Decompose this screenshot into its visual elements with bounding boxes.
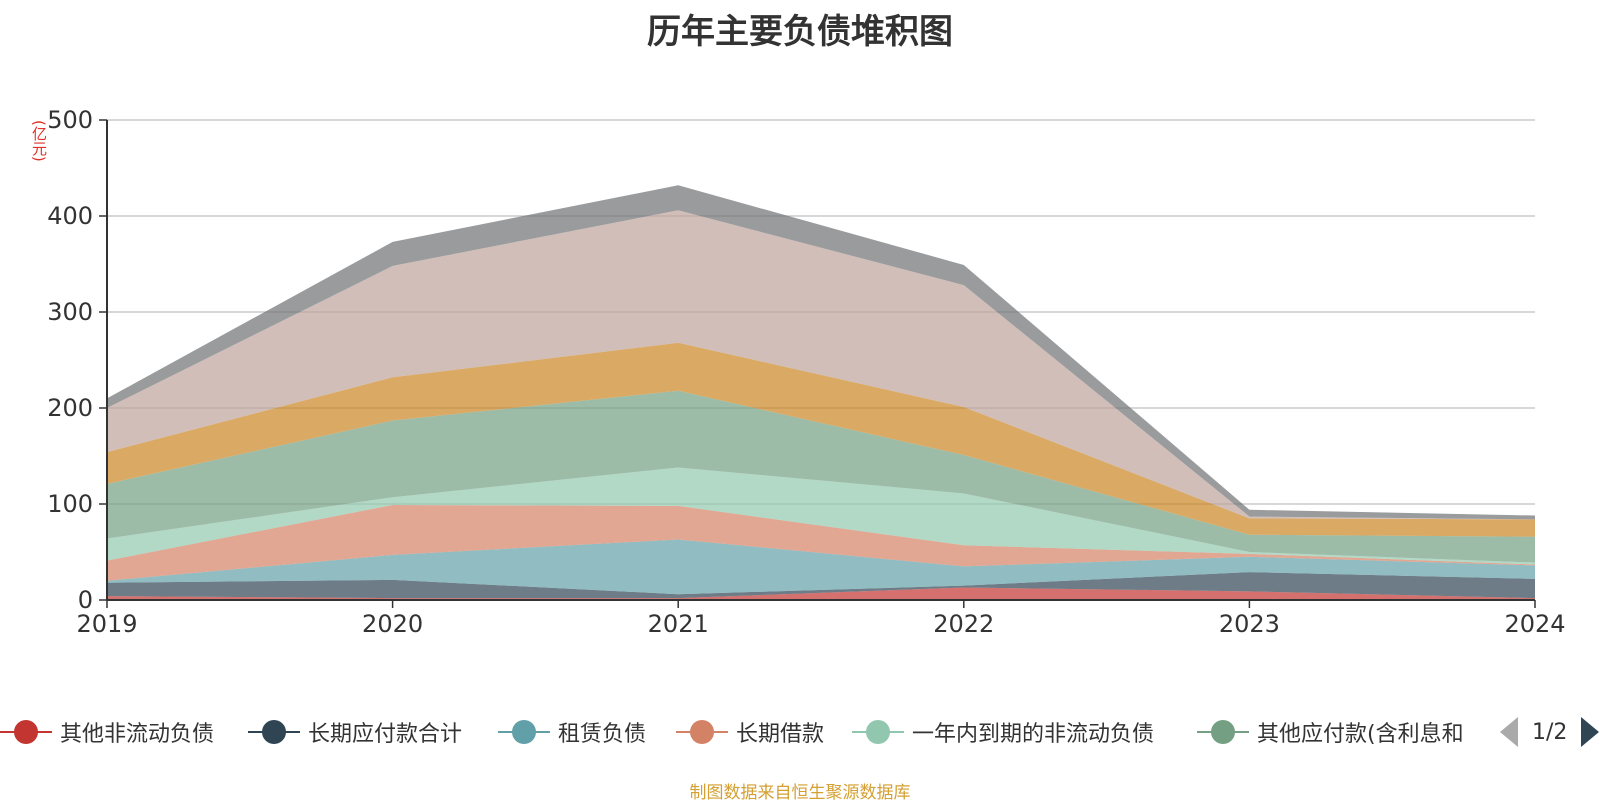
y-tick-label-3: 300	[47, 298, 93, 326]
area-series-3	[107, 504, 1535, 581]
legend-marker-icon	[248, 716, 300, 748]
legend-item-0[interactable]: 其他非流动负债	[0, 716, 214, 748]
y-tick-label-1: 100	[47, 490, 93, 518]
legend-marker-icon	[676, 716, 728, 748]
legend-label: 长期借款	[736, 722, 825, 747]
legend-marker-icon	[498, 716, 550, 748]
legend-item-2[interactable]: 租赁负债	[498, 716, 646, 748]
x-tick-label-3: 2022	[933, 610, 994, 638]
x-tick-label-0: 2019	[76, 610, 137, 638]
legend-page-indicator: 1/2	[1532, 719, 1568, 745]
area-series-2	[107, 539, 1535, 595]
area-series-4	[107, 467, 1535, 565]
legend-item-1[interactable]: 长期应付款合计	[248, 716, 462, 748]
source-note: 制图数据来自恒生聚源数据库	[689, 783, 911, 803]
x-tick-label-4: 2023	[1219, 610, 1280, 638]
legend-label: 一年内到期的非流动负债	[912, 722, 1155, 747]
area-series-5	[107, 390, 1535, 563]
legend-label: 长期应付款合计	[308, 722, 463, 747]
legend-label: 租赁负债	[558, 722, 647, 747]
legend-label: 其他非流动负债	[60, 722, 215, 747]
legend-prev-page-icon[interactable]	[1500, 717, 1518, 747]
y-tick-label-4: 400	[47, 202, 93, 230]
area-series-1	[107, 572, 1535, 599]
legend-marker-icon	[0, 716, 52, 748]
legend-next-page-icon[interactable]	[1581, 717, 1600, 747]
x-tick-label-2: 2021	[648, 610, 709, 638]
y-tick-label-0: 0	[78, 586, 93, 614]
area-series	[107, 185, 1535, 600]
legend-marker-icon	[1197, 716, 1249, 748]
legend-label: 其他应付款(含利息和	[1257, 722, 1464, 747]
legend-item-4[interactable]: 一年内到期的非流动负债	[852, 716, 1154, 748]
area-series-0	[107, 587, 1535, 600]
y-axis-unit: (亿元)	[30, 120, 48, 162]
legend-pager: 1/2	[1500, 716, 1600, 748]
area-series-6	[107, 342, 1535, 537]
x-tick-label-1: 2020	[362, 610, 423, 638]
chart-title: 历年主要负债堆积图	[647, 12, 953, 52]
area-series-7	[107, 210, 1535, 520]
legend: 其他非流动负债 长期应付款合计 租赁负债 长期借款 一年内到期的非流动负债 其他应付款(含…	[0, 716, 1600, 748]
legend-item-3[interactable]: 长期借款	[676, 716, 824, 748]
y-tick-label-2: 200	[47, 394, 93, 422]
legend-item-5[interactable]: 其他应付款(含利息和	[1197, 716, 1464, 748]
y-tick-label-5: 500	[47, 106, 93, 134]
legend-marker-icon	[852, 716, 904, 748]
axes: 0 100 200 300 400 500 2019 2020 2021 2022 2023 2024	[47, 106, 1565, 638]
x-tick-label-5: 2024	[1504, 610, 1565, 638]
